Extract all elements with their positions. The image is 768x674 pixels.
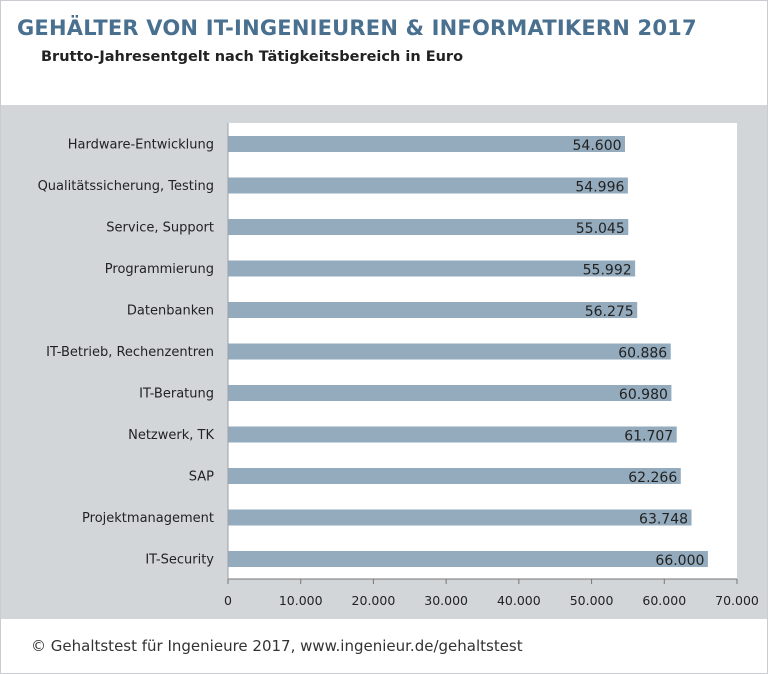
value-label: 55.992 bbox=[583, 263, 632, 279]
category-label: Datenbanken bbox=[127, 304, 214, 319]
category-label: Netzwerk, TK bbox=[128, 428, 214, 443]
value-label: 54.600 bbox=[573, 138, 622, 154]
category-label: IT-Beratung bbox=[139, 387, 214, 402]
category-label: Qualitätssicherung, Testing bbox=[38, 179, 214, 194]
x-tick-label: 50.000 bbox=[570, 593, 614, 608]
value-label: 55.045 bbox=[576, 221, 625, 237]
value-label: 60.886 bbox=[618, 346, 667, 362]
x-tick-label: 20.000 bbox=[352, 593, 396, 608]
value-label: 61.707 bbox=[624, 429, 673, 445]
value-label: 66.000 bbox=[655, 553, 704, 569]
bar bbox=[228, 260, 636, 277]
bar bbox=[228, 302, 638, 318]
bar bbox=[228, 385, 672, 401]
category-label: IT-Betrieb, Rechenzentren bbox=[46, 345, 214, 360]
value-label: 54.996 bbox=[575, 180, 624, 196]
x-tick-label: 40.000 bbox=[497, 593, 541, 608]
bar bbox=[228, 509, 692, 526]
bar bbox=[228, 426, 677, 443]
category-label: Service, Support bbox=[106, 221, 214, 236]
footer-credit: © Gehaltstest für Ingenieure 2017, www.i… bbox=[31, 637, 523, 655]
value-label: 62.266 bbox=[628, 470, 677, 486]
bar bbox=[228, 551, 708, 567]
bar bbox=[228, 177, 628, 194]
bar bbox=[228, 219, 629, 235]
bar bbox=[228, 468, 681, 484]
x-tick-label: 30.000 bbox=[424, 593, 468, 608]
chart-title: GEHÄLTER VON IT-INGENIEUREN & INFORMATIK… bbox=[17, 16, 697, 40]
x-tick-label: 0 bbox=[224, 593, 232, 608]
category-label: SAP bbox=[189, 470, 214, 485]
x-tick-label: 60.000 bbox=[642, 593, 686, 608]
category-label: Hardware-Entwicklung bbox=[68, 138, 214, 153]
bar bbox=[228, 136, 626, 152]
value-label: 60.980 bbox=[619, 387, 668, 403]
value-label: 56.275 bbox=[585, 304, 634, 320]
category-label: Programmierung bbox=[105, 262, 214, 277]
x-tick-label: 10.000 bbox=[279, 593, 323, 608]
value-label: 63.748 bbox=[639, 512, 688, 528]
chart-subtitle: Brutto-Jahresentgelt nach Tätigkeitsbere… bbox=[41, 49, 464, 65]
x-tick-label: 70.000 bbox=[715, 593, 759, 608]
category-label: Projektmanagement bbox=[82, 511, 214, 526]
bar bbox=[228, 343, 671, 360]
category-label: IT-Security bbox=[145, 553, 214, 568]
